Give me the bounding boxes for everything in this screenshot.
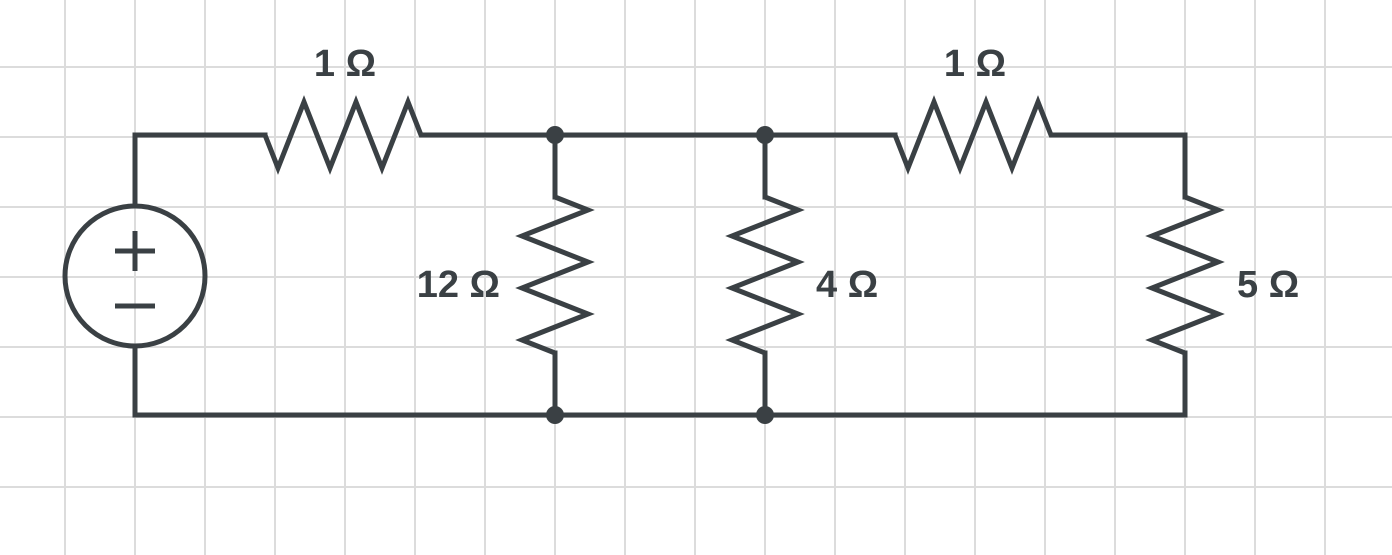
junction-node	[546, 126, 564, 144]
wire-top-right	[1052, 132, 1188, 200]
label-r-5: 5 Ω	[1237, 264, 1299, 306]
resistor-top-left-1ohm	[262, 95, 425, 175]
voltage-source-plus-icon	[115, 231, 155, 271]
junction-node	[756, 406, 774, 424]
label-r-12: 12 Ω	[417, 264, 500, 306]
resistor-12ohm	[515, 194, 595, 356]
label-r-top-right: 1 Ω	[944, 43, 1006, 85]
junction-node	[546, 406, 564, 424]
resistor-top-right-1ohm	[892, 95, 1055, 175]
voltage-source	[62, 203, 208, 349]
junction-node	[756, 126, 774, 144]
resistor-4ohm	[725, 194, 805, 356]
label-r-top-left: 1 Ω	[314, 43, 376, 85]
wire-source-top	[132, 132, 268, 209]
wire-source-bottom	[132, 344, 1188, 418]
resistor-5ohm	[1145, 194, 1225, 356]
label-r-4: 4 Ω	[816, 264, 878, 306]
